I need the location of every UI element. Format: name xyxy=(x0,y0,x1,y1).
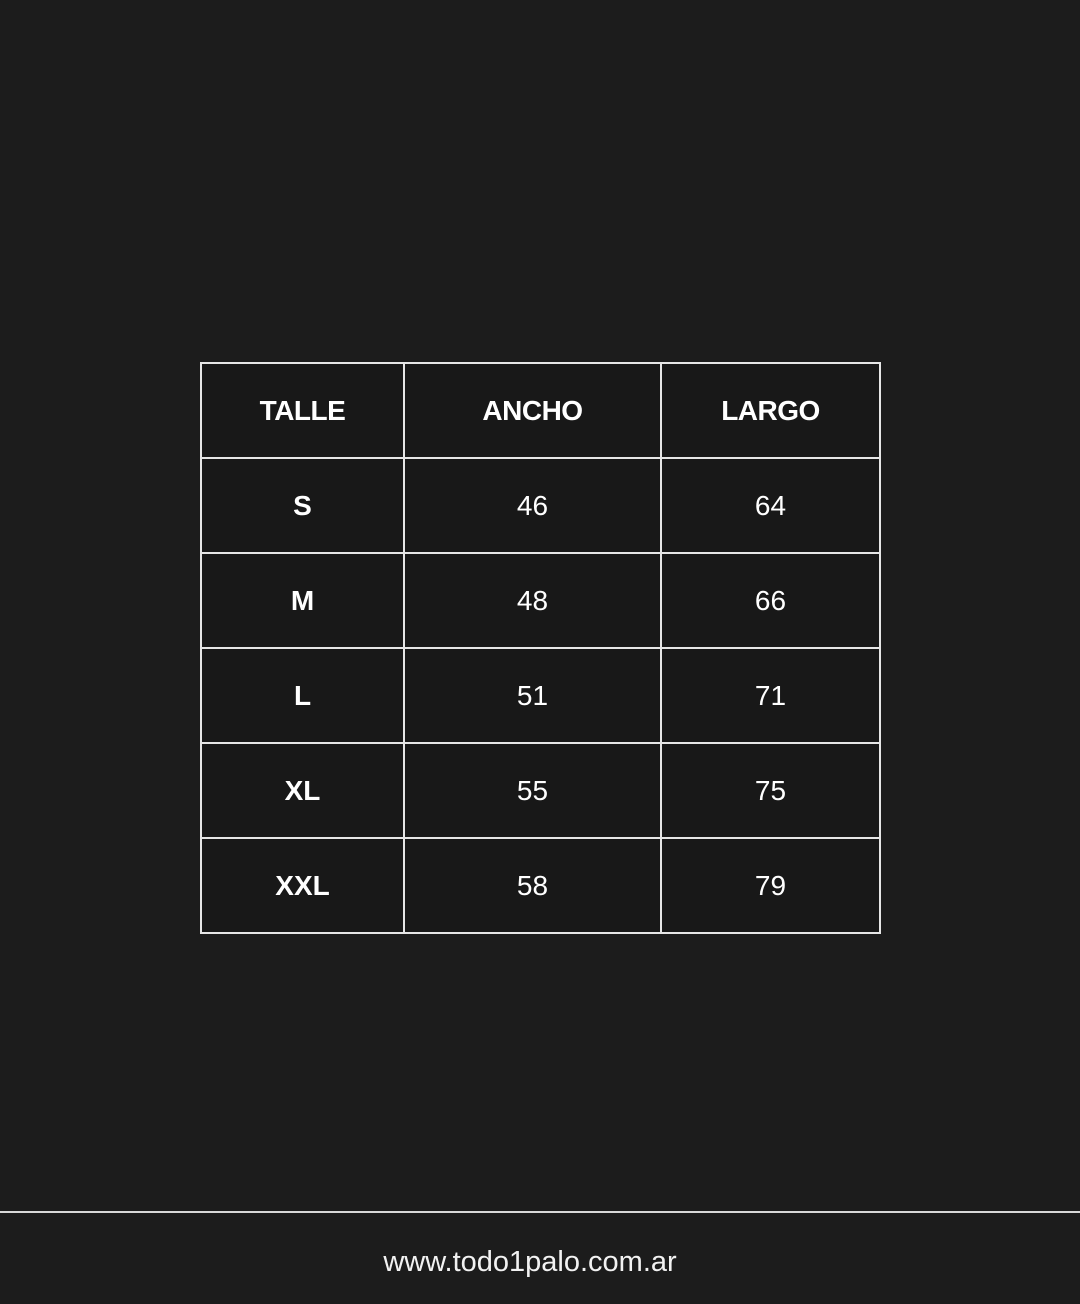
size-cell: L xyxy=(200,647,405,744)
size-cell: XL xyxy=(200,742,405,839)
size-cell: S xyxy=(200,457,405,554)
size-cell: XXL xyxy=(200,837,405,934)
size-cell: M xyxy=(200,552,405,649)
header-ancho: ANCHO xyxy=(403,362,662,459)
ancho-cell: 58 xyxy=(403,837,662,934)
table-row: L 51 71 xyxy=(200,647,881,744)
ancho-cell: 55 xyxy=(403,742,662,839)
header-talle: TALLE xyxy=(200,362,405,459)
largo-cell: 79 xyxy=(660,837,881,934)
table-row: M 48 66 xyxy=(200,552,881,649)
table-row: S 46 64 xyxy=(200,457,881,554)
ancho-cell: 48 xyxy=(403,552,662,649)
largo-cell: 75 xyxy=(660,742,881,839)
ancho-cell: 51 xyxy=(403,647,662,744)
table-header-row: TALLE ANCHO LARGO xyxy=(200,362,881,459)
footer-divider xyxy=(0,1211,1080,1213)
size-chart-table: TALLE ANCHO LARGO S 46 64 M 48 66 L 51 7… xyxy=(200,362,881,934)
ancho-cell: 46 xyxy=(403,457,662,554)
header-largo: LARGO xyxy=(660,362,881,459)
table-row: XL 55 75 xyxy=(200,742,881,839)
largo-cell: 64 xyxy=(660,457,881,554)
largo-cell: 71 xyxy=(660,647,881,744)
footer-url: www.todo1palo.com.ar xyxy=(383,1246,677,1278)
table-row: XXL 58 79 xyxy=(200,837,881,934)
largo-cell: 66 xyxy=(660,552,881,649)
